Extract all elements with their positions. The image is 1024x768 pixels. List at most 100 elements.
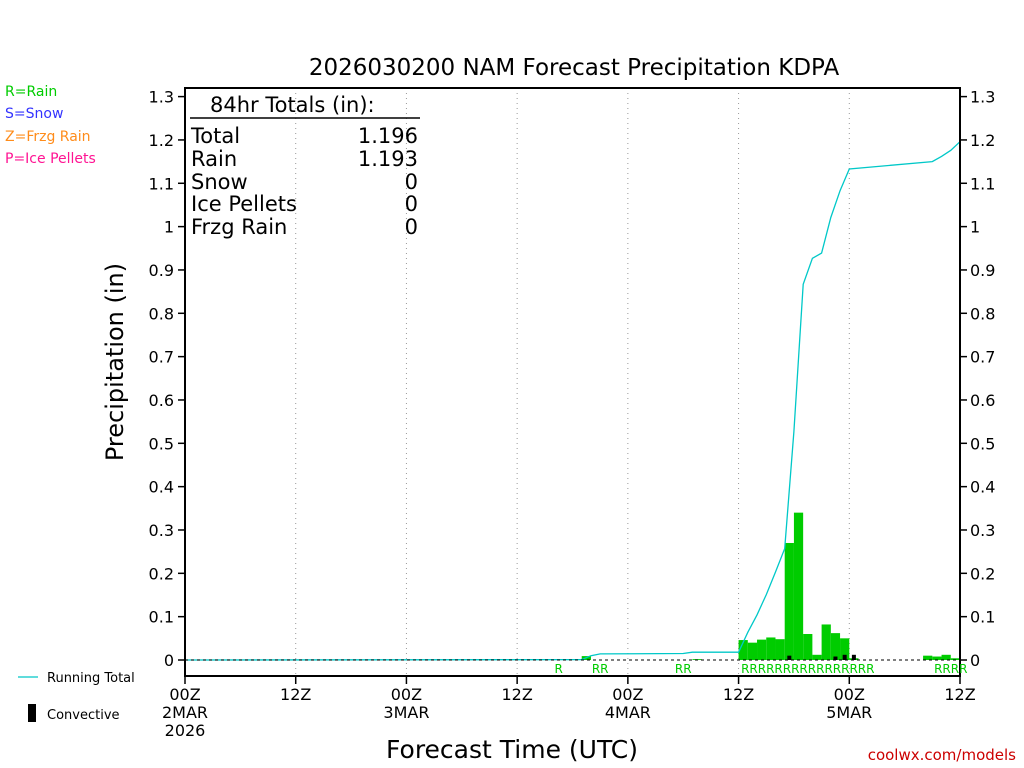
ptype-label: RR (675, 662, 692, 676)
convective-bar (842, 654, 847, 660)
ptype-label: RRRR (934, 662, 967, 676)
precip-bar (757, 639, 767, 660)
y-tick-label-left: 0.8 (149, 304, 174, 323)
y-tick-label-left: 0.6 (149, 391, 174, 410)
y-tick-label-right: 1.1 (970, 174, 995, 193)
y-tick-label-left: 0 (164, 651, 174, 670)
running-total-line (184, 141, 961, 661)
x-tick-label: 12Z (944, 685, 975, 704)
x-tick-label: 2MAR (162, 703, 208, 722)
x-tick-label: 12Z (280, 685, 311, 704)
x-tick-label: 00Z (834, 685, 865, 704)
y-tick-label-right: 0.8 (970, 304, 995, 323)
y-tick-label-right: 0.3 (970, 521, 995, 540)
ptype-legend-rain: R=Rain (5, 84, 57, 100)
y-tick-label-right: 0 (970, 651, 980, 670)
y-tick-label-left: 0.4 (149, 478, 174, 497)
running-total-legend-label: Running Total (47, 671, 135, 686)
y-tick-label-left: 0.3 (149, 521, 174, 540)
y-tick-label-right: 1.3 (970, 88, 995, 107)
plot-frame (184, 87, 961, 677)
totals-box: 84hr Totals (in): Total 1.196 Rain 1.193… (190, 93, 420, 239)
y-tick-label-left: 1.3 (149, 88, 174, 107)
precip-bar (812, 654, 822, 660)
y-tick-label-left: 0.5 (149, 434, 174, 453)
x-tick-label: 12Z (501, 685, 532, 704)
y-tick-label-left: 0.7 (149, 348, 174, 367)
precip-bar (941, 654, 951, 660)
y-tick-label-right: 1 (970, 218, 980, 237)
convective-bar (833, 656, 838, 660)
precip-bar (840, 638, 850, 660)
totals-label-rain: Rain (191, 147, 237, 171)
x-tick-label: 4MAR (605, 703, 651, 722)
ptype-legend-ice-pellets: P=Ice Pellets (5, 151, 96, 167)
totals-value-frzg-rain: 0 (405, 215, 418, 239)
totals-value-ice-pellets: 0 (405, 192, 418, 216)
series-legend: Running Total Convective (18, 671, 135, 723)
x-tick-label: 00Z (169, 685, 200, 704)
convective-legend-label: Convective (47, 708, 120, 723)
totals-header: 84hr Totals (in): (210, 93, 375, 117)
totals-label-total: Total (190, 124, 240, 148)
convective-bar (851, 654, 856, 660)
y-axis-right: 0 0.1 0.2 0.3 0.4 0.5 0.6 0.7 0.8 0.9 1 1.1 1.2 1.3 (960, 88, 995, 670)
totals-value-rain: 1.193 (358, 147, 418, 171)
ptype-legend-frzg-rain: Z=Frzg Rain (5, 129, 91, 145)
x-tick-label: 00Z (612, 685, 643, 704)
precip-bar (923, 655, 933, 660)
y-tick-label-right: 0.9 (970, 261, 995, 280)
chart-title: 2026030200 NAM Forecast Precipitation KD… (309, 55, 840, 81)
precip-bar (775, 639, 785, 660)
y-tick-label-left: 1 (164, 218, 174, 237)
convective-legend-swatch (28, 704, 36, 722)
precip-bar (766, 637, 776, 660)
x-tick-label: 5MAR (826, 703, 872, 722)
totals-label-snow: Snow (191, 170, 248, 194)
totals-label-frzg-rain: Frzg Rain (191, 215, 287, 239)
x-axis-title: Forecast Time (UTC) (386, 735, 638, 764)
x-tick-label: 2026 (165, 721, 206, 740)
precip-bar (747, 642, 758, 660)
x-tick-label: 3MAR (383, 703, 429, 722)
precip-bar (932, 656, 942, 660)
y-tick-label-left: 1.2 (149, 131, 174, 150)
convective-bar (787, 655, 792, 660)
y-tick-label-right: 0.6 (970, 391, 995, 410)
precip-bar (793, 512, 804, 660)
precip-bar (784, 542, 794, 660)
ptype-legend-snow: S=Snow (5, 106, 63, 122)
credit-text: coolwx.com/models (868, 746, 1016, 764)
totals-value-total: 1.196 (358, 124, 418, 148)
gridlines (295, 88, 850, 676)
precip-bars (581, 512, 960, 660)
y-axis-title: Precipitation (in) (101, 263, 129, 461)
ptype-label: RRRRRRRRRRRRRRRR (741, 662, 874, 676)
precip-bar (821, 624, 831, 660)
y-tick-label-right: 0.5 (970, 434, 995, 453)
y-tick-label-right: 0.7 (970, 348, 995, 367)
convective-bars (787, 654, 856, 660)
y-tick-label-right: 0.1 (970, 608, 995, 627)
ptype-label: R (554, 662, 562, 676)
y-tick-label-right: 1.2 (970, 131, 995, 150)
ptype-label: RR (592, 662, 609, 676)
y-tick-label-right: 0.2 (970, 564, 995, 583)
ptype-legend: R=Rain S=Snow Z=Frzg Rain P=Ice Pellets (5, 84, 96, 167)
precip-bar (830, 633, 841, 660)
y-tick-label-left: 0.1 (149, 608, 174, 627)
y-tick-label-right: 0.4 (970, 478, 995, 497)
x-tick-label: 00Z (391, 685, 422, 704)
precip-bar (803, 633, 813, 660)
y-axis-left: 0 0.1 0.2 0.3 0.4 0.5 0.6 0.7 0.8 0.9 1 1.1 1.2 1.3 (149, 88, 185, 670)
ptype-strip: R RR RR RRRRRRRRRRRRRRRR RRRR (554, 662, 967, 676)
y-tick-label-left: 1.1 (149, 174, 174, 193)
x-tick-label: 12Z (723, 685, 754, 704)
y-tick-label-left: 0.2 (149, 564, 174, 583)
y-tick-label-left: 0.9 (149, 261, 174, 280)
totals-value-snow: 0 (405, 170, 418, 194)
precip-bar (738, 640, 748, 660)
totals-label-ice-pellets: Ice Pellets (191, 192, 297, 216)
